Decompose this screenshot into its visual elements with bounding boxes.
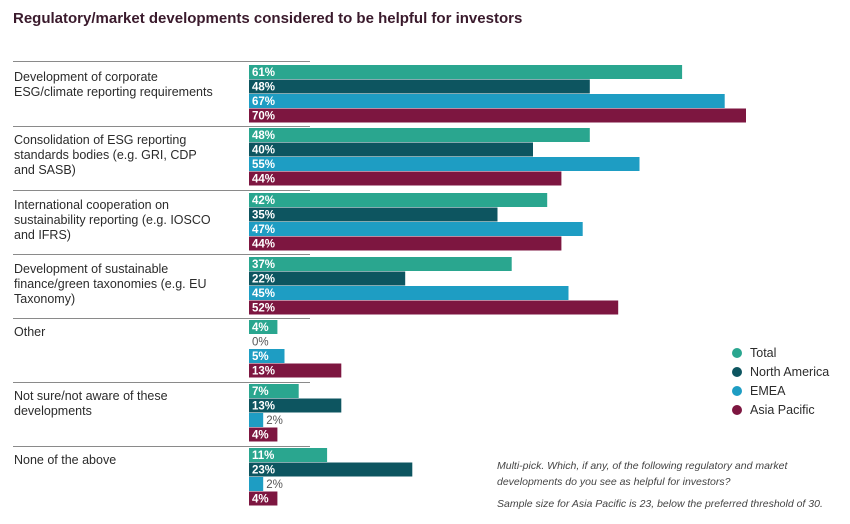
bar-north-america bbox=[249, 79, 590, 94]
category-label: Development of corporate ESG/climate repo… bbox=[14, 70, 213, 99]
data-label: 40% bbox=[252, 145, 275, 157]
legend-label: Asia Pacific bbox=[750, 402, 815, 417]
data-label: 11% bbox=[252, 450, 274, 462]
legend-item: North America bbox=[732, 362, 829, 381]
data-label: 13% bbox=[252, 366, 275, 378]
legend-swatch bbox=[732, 347, 742, 358]
data-label: 48% bbox=[252, 82, 275, 94]
bar-emea bbox=[249, 222, 583, 236]
legend-swatch bbox=[732, 385, 742, 396]
legend-item: Asia Pacific bbox=[732, 400, 829, 419]
sample-size-note: Sample size for Asia Pacific is 23, belo… bbox=[497, 498, 823, 510]
data-label: 44% bbox=[252, 174, 275, 186]
question-note: Multi-pick. Which, if any, of the follow… bbox=[497, 460, 788, 488]
bar-total bbox=[249, 384, 299, 398]
bar-total bbox=[249, 193, 548, 207]
data-label: 5% bbox=[252, 351, 269, 363]
bar-total bbox=[249, 257, 512, 271]
data-label: 0% bbox=[252, 337, 269, 349]
bar-total bbox=[249, 65, 683, 79]
legend-item: Total bbox=[732, 343, 829, 362]
data-label: 55% bbox=[252, 159, 275, 171]
bar-asia-pacific bbox=[249, 108, 746, 123]
bar-asia-pacific bbox=[249, 363, 342, 378]
category-label: Consolidation of ESG reporting standards … bbox=[14, 133, 197, 177]
data-label: 2% bbox=[266, 415, 283, 427]
data-label: 22% bbox=[252, 274, 275, 286]
bar-total bbox=[249, 128, 590, 142]
legend-label: EMEA bbox=[750, 383, 786, 398]
data-label: 4% bbox=[252, 322, 269, 334]
bar-north-america bbox=[249, 398, 342, 413]
bar-asia-pacific bbox=[249, 236, 562, 251]
bar-emea bbox=[249, 286, 569, 300]
legend-swatch bbox=[732, 404, 742, 415]
category-label: Other bbox=[14, 325, 45, 339]
bar-emea bbox=[249, 413, 264, 427]
category-label: Development of sustainable finance/green … bbox=[14, 262, 206, 306]
data-label: 45% bbox=[252, 288, 275, 300]
data-label: 4% bbox=[252, 494, 269, 506]
category-label: Not sure/not aware of these developments bbox=[14, 389, 168, 418]
data-label: 23% bbox=[252, 465, 275, 477]
bar-asia-pacific bbox=[249, 427, 278, 442]
legend: Total North America EMEA Asia Pacific bbox=[732, 343, 829, 419]
data-label: 4% bbox=[252, 430, 269, 442]
data-label: 35% bbox=[252, 210, 275, 222]
legend-label: North America bbox=[750, 364, 830, 379]
bar-north-america bbox=[249, 142, 533, 157]
legend-swatch bbox=[732, 366, 742, 377]
data-label: 52% bbox=[252, 303, 275, 315]
bar-north-america bbox=[249, 207, 498, 222]
bar-emea bbox=[249, 157, 640, 171]
category-label: International cooperation on sustainabili… bbox=[14, 198, 211, 242]
data-label: 47% bbox=[252, 224, 275, 236]
data-label: 67% bbox=[252, 96, 275, 108]
data-label: 2% bbox=[266, 479, 283, 491]
data-label: 7% bbox=[252, 386, 269, 398]
bar-emea bbox=[249, 349, 285, 363]
legend-item: EMEA bbox=[732, 381, 829, 400]
bar-asia-pacific bbox=[249, 491, 278, 506]
chart-notes: Multi-pick. Which, if any, of the follow… bbox=[497, 458, 847, 512]
bar-asia-pacific bbox=[249, 171, 562, 186]
data-label: 61% bbox=[252, 67, 275, 79]
bar-emea bbox=[249, 477, 264, 491]
bar-asia-pacific bbox=[249, 300, 619, 315]
bar-emea bbox=[249, 94, 725, 108]
category-label: None of the above bbox=[14, 453, 116, 467]
bar-total bbox=[249, 320, 278, 334]
bar-north-america bbox=[249, 462, 413, 477]
chart-title: Regulatory/market developments considere… bbox=[13, 10, 523, 27]
data-label: 48% bbox=[252, 130, 275, 142]
bar-north-america bbox=[249, 271, 406, 286]
data-label: 44% bbox=[252, 239, 275, 251]
bar-total bbox=[249, 448, 328, 462]
data-label: 42% bbox=[252, 195, 275, 207]
data-label: 13% bbox=[252, 401, 275, 413]
data-label: 70% bbox=[252, 111, 275, 123]
legend-label: Total bbox=[750, 345, 777, 360]
data-label: 37% bbox=[252, 259, 275, 271]
